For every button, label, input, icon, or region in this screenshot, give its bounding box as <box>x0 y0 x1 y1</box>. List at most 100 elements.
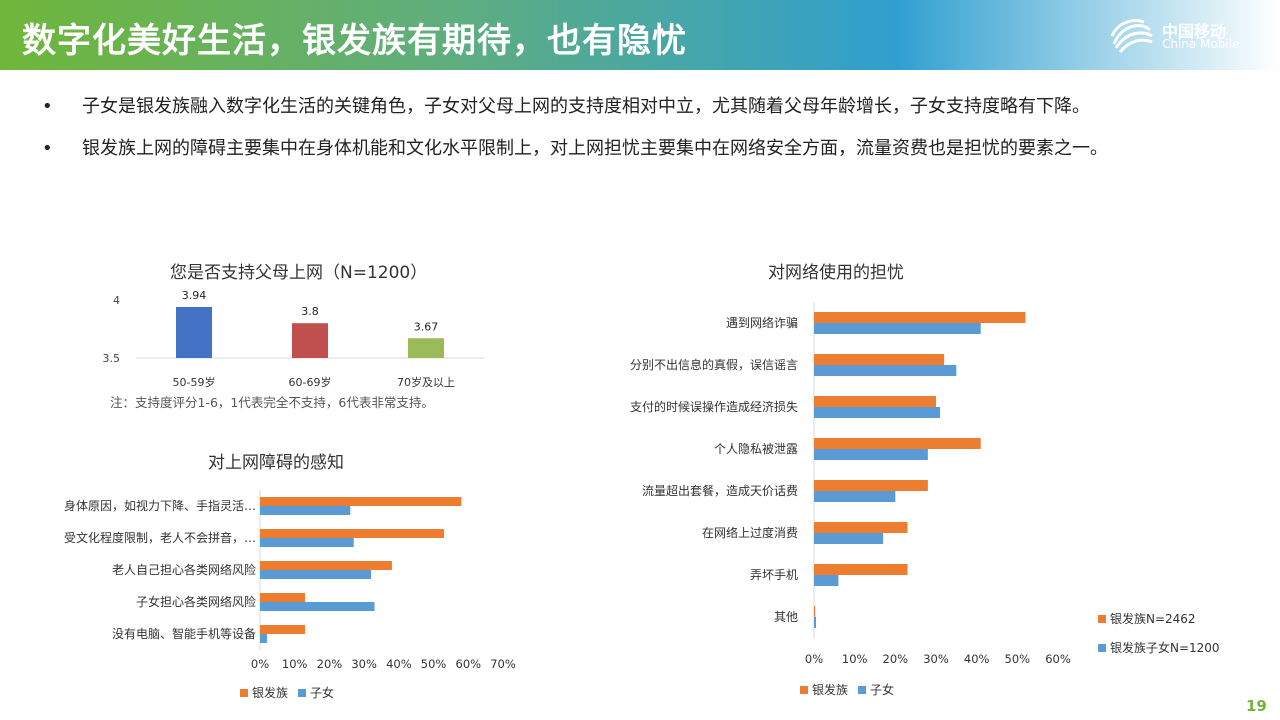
chart2-category-label: 子女担心各类网络风险 <box>136 594 256 609</box>
chart2-category-label: 受文化程度限制，老人不会拼音，… <box>64 530 256 545</box>
chart3-bar <box>814 365 957 376</box>
legend-swatch-orange <box>800 685 808 694</box>
chart3-xtick-label: 20% <box>883 652 909 666</box>
legend-item-orange: 银发族 <box>800 681 848 698</box>
chart2-bar <box>260 570 372 579</box>
page-number: 19 <box>1246 697 1267 715</box>
chart2-xtick-label: 50% <box>421 657 447 671</box>
chart3-bar <box>814 606 816 617</box>
chart2-xtick-label: 10% <box>282 657 308 671</box>
legend-label: 银发族 <box>812 683 849 697</box>
chart3-bar <box>814 617 817 628</box>
bullet-item: 银发族上网的障碍主要集中在身体机能和文化水平限制上，对上网担忧主要集中在网络安全… <box>40 130 1220 168</box>
chart2-bar <box>260 497 462 506</box>
chart3-bar <box>814 396 936 407</box>
chart2-bar <box>260 634 267 643</box>
legend-swatch-blue <box>1098 643 1106 652</box>
chart1-value-label: 3.8 <box>301 305 319 318</box>
chart3-bar <box>814 522 908 533</box>
legend-label: 子女 <box>310 686 335 700</box>
chart3-bar <box>814 533 884 544</box>
chart1-ytick-label: 4 <box>113 294 120 307</box>
bullet-list: 子女是银发族融入数字化生活的关键角色，子女对父母上网的支持度相对中立，尤其随着父… <box>40 88 1220 172</box>
chart2-legend: 银发族 子女 <box>240 684 344 701</box>
chart2-svg: 身体原因，如视力下降、手指灵活… 受文化程度限制，老人不会拼音，… 老人自己担心各类… <box>64 490 516 671</box>
chart2-bar <box>260 602 375 611</box>
chart2-bar <box>260 593 306 602</box>
chart1-category-label: 70岁及以上 <box>397 375 455 389</box>
chart3-category-label: 在网络上过度消费 <box>702 525 798 540</box>
chart2-category-label: 老人自己担心各类网络风险 <box>112 562 256 577</box>
chart2-bar <box>260 529 444 538</box>
chart3-side-legend: 银发族N=2462 银发族子女N=1200 <box>1098 610 1230 656</box>
chart1-ytick-label: 3.5 <box>103 352 121 365</box>
legend-label: 银发族 <box>252 686 289 700</box>
legend-label: 银发族N=2462 <box>1110 612 1196 626</box>
chart1-svg: 4 3.5 3.94 50-59岁 3.8 60-69岁 3.67 70岁及以上 <box>103 289 484 389</box>
legend-swatch-orange <box>1098 614 1106 623</box>
chart2-xtick-label: 40% <box>386 657 412 671</box>
legend-swatch-orange <box>240 688 248 697</box>
chart3-bar <box>814 323 981 334</box>
chart3-bar <box>814 407 941 418</box>
chart3-bar <box>814 438 981 449</box>
chart3-bar <box>814 491 896 502</box>
chart2-xtick-label: 20% <box>317 657 343 671</box>
china-mobile-logo-icon <box>1110 19 1153 53</box>
legend-swatch-blue <box>858 685 867 694</box>
chart3-svg: 遇到网络诈骗分别不出信息的真假，误信谣言支付的时候误操作造成经济损失个人隐私被泄… <box>630 302 1071 666</box>
chart2-bar <box>260 538 354 547</box>
chart3-xtick-label: 50% <box>1005 652 1031 666</box>
chart1-category-label: 60-69岁 <box>289 375 332 389</box>
chart3-bar <box>814 480 928 491</box>
chart3-bar <box>814 312 1026 323</box>
chart2-xtick-label: 60% <box>456 657 482 671</box>
chart2-xtick-label: 30% <box>351 657 377 671</box>
legend-item-orange: 银发族 <box>240 684 288 701</box>
chart1-category-label: 50-59岁 <box>173 375 216 389</box>
chart3-bar <box>814 575 839 586</box>
chart3-category-label: 其他 <box>774 610 798 624</box>
chart3-category-label: 弄坏手机 <box>750 568 798 582</box>
chart3-xtick-label: 40% <box>964 652 990 666</box>
bullet-item: 子女是银发族融入数字化生活的关键角色，子女对父母上网的支持度相对中立，尤其随着父… <box>40 88 1220 126</box>
chart2-title: 对上网障碍的感知 <box>208 453 344 473</box>
chart3-category-label: 支付的时候误操作造成经济损失 <box>630 399 798 414</box>
chart3-xtick-label: 30% <box>923 652 949 666</box>
chart1-value-label: 3.67 <box>414 320 439 333</box>
chart2-xtick-label: 0% <box>251 657 269 671</box>
legend-label: 银发族子女N=1200 <box>1110 641 1220 655</box>
chart1-bar <box>176 306 212 358</box>
chart1-note: 注：支持度评分1-6，1代表完全不支持，6代表非常支持。 <box>110 395 434 410</box>
page-title: 数字化美好生活，银发族有期待，也有隐忧 <box>22 21 687 61</box>
chart2-category-label: 没有电脑、智能手机等设备 <box>112 626 256 641</box>
chart1-bar <box>408 338 444 358</box>
legend-item-blue: 子女 <box>298 684 334 701</box>
chart3-category-label: 个人隐私被泄露 <box>714 442 798 456</box>
chart2-bar <box>260 506 351 515</box>
chart2-xtick-label: 70% <box>490 657 516 671</box>
logo-text-cn: 中国移动 <box>1162 22 1227 41</box>
chart3-category-label: 流量超出套餐，造成天价话费 <box>642 483 798 498</box>
logo-text-en: China Mobile <box>1162 37 1240 51</box>
chart3-bar <box>814 449 928 460</box>
chart3-bar <box>814 354 945 365</box>
title-bar: 数字化美好生活，银发族有期待，也有隐忧 中国移动 China Mobile <box>0 0 1280 70</box>
chart3-xtick-label: 0% <box>805 652 823 666</box>
chart1-value-label: 3.94 <box>182 289 207 302</box>
china-mobile-logo: 中国移动 China Mobile <box>1108 16 1268 56</box>
chart3-xtick-label: 60% <box>1045 652 1071 666</box>
chart1-bar <box>292 323 328 358</box>
chart1-title: 您是否支持父母上网（N=1200） <box>170 263 428 283</box>
chart3-category-label: 遇到网络诈骗 <box>726 315 798 330</box>
chart3-xtick-label: 10% <box>842 652 868 666</box>
chart2-bar <box>260 561 392 570</box>
side-legend-item-blue: 银发族子女N=1200 <box>1098 639 1220 656</box>
chart2-bar <box>260 625 306 634</box>
legend-item-blue: 子女 <box>858 681 894 698</box>
chart2-category-label: 身体原因，如视力下降、手指灵活… <box>64 498 256 513</box>
chart3-category-label: 分别不出信息的真假，误信谣言 <box>630 357 798 372</box>
side-legend-item-orange: 银发族N=2462 <box>1098 610 1196 627</box>
chart3-legend: 银发族 子女 <box>800 681 904 698</box>
legend-swatch-blue <box>298 688 307 697</box>
